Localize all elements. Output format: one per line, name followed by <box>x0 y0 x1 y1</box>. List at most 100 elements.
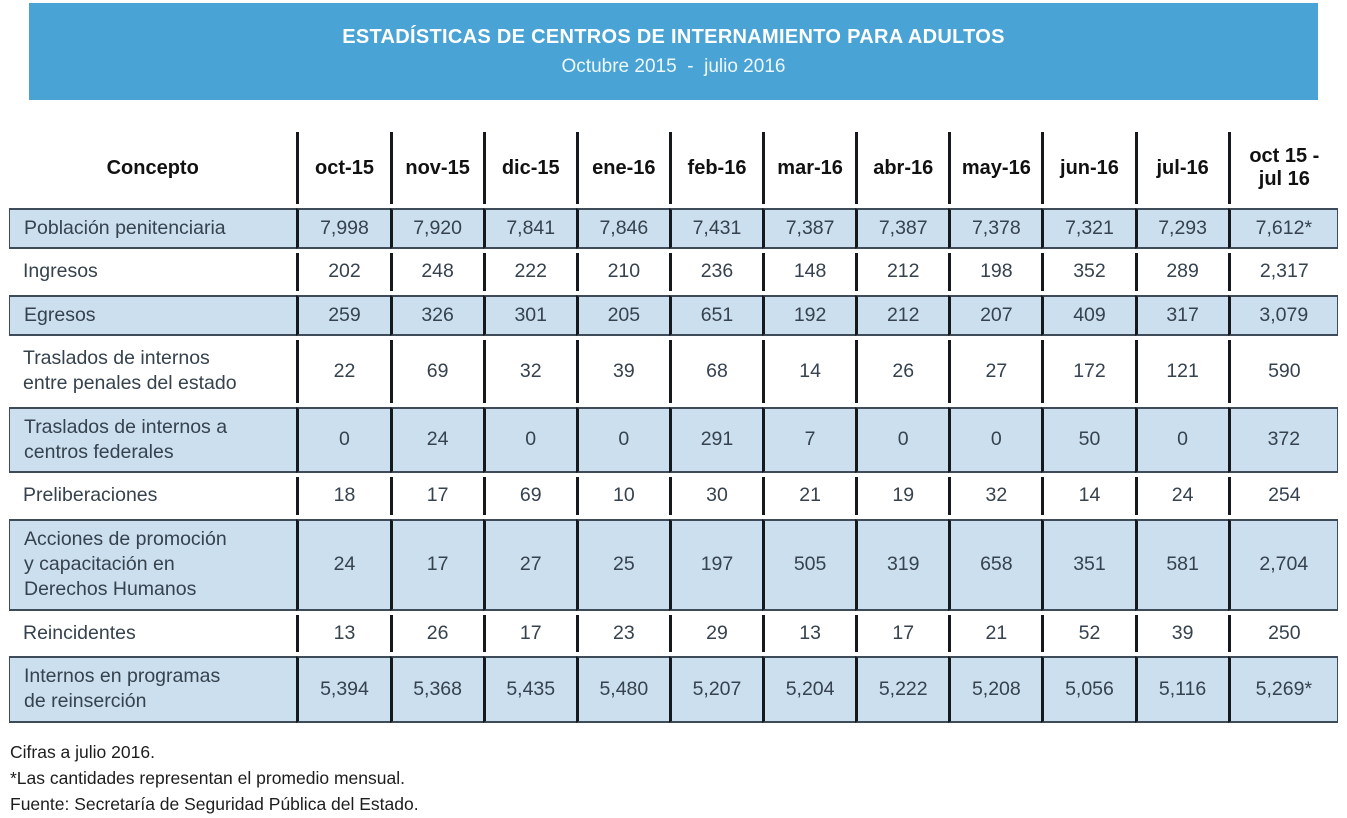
value-cell: 0 <box>948 406 1042 474</box>
value-cell: 17 <box>855 614 949 653</box>
value-cell: 5,480 <box>575 656 669 723</box>
value-cell: 21 <box>948 614 1042 653</box>
value-cell: 7,612* <box>1227 208 1338 250</box>
value-cell: 7,920 <box>389 208 483 250</box>
value-cell: 505 <box>762 518 856 611</box>
value-cell: 24 <box>296 518 390 611</box>
report-subtitle: Octubre 2015 - julio 2016 <box>561 55 786 77</box>
value-cell: 212 <box>855 294 949 337</box>
footnote-line: *Las cantidades representan el promedio … <box>10 768 405 789</box>
value-cell: 5,208 <box>948 656 1042 723</box>
column-header: jul-16 <box>1134 132 1228 204</box>
concept-cell: Población penitenciaria <box>9 208 297 250</box>
footnote-line: Cifras a julio 2016. <box>10 741 155 762</box>
value-cell: 7 <box>762 406 856 474</box>
value-cell: 326 <box>389 294 483 337</box>
column-header: may-16 <box>948 132 1042 204</box>
value-cell: 319 <box>855 518 949 611</box>
value-cell: 27 <box>948 340 1042 403</box>
value-cell: 289 <box>1134 253 1228 291</box>
column-header: dic-15 <box>482 132 576 204</box>
value-cell: 5,368 <box>389 656 483 723</box>
value-cell: 69 <box>482 477 576 515</box>
value-cell: 5,207 <box>668 656 763 723</box>
value-cell: 29 <box>668 614 763 653</box>
value-cell: 5,056 <box>1041 656 1135 723</box>
column-header: abr-16 <box>855 132 949 204</box>
column-header: mar-16 <box>762 132 856 204</box>
value-cell: 24 <box>389 406 483 474</box>
header-row: Concepto oct-15 nov-15 dic-15 ene-16 feb-16 m… <box>9 132 1338 204</box>
value-cell: 7,321 <box>1041 208 1135 250</box>
title-banner: ESTADÍSTICAS DE CENTROS DE INTERNAMIENTO… <box>29 3 1318 100</box>
value-cell: 30 <box>668 477 763 515</box>
value-cell: 198 <box>948 253 1042 291</box>
value-cell: 651 <box>668 294 763 337</box>
value-cell: 14 <box>1041 477 1135 515</box>
value-cell: 10 <box>575 477 669 515</box>
table-row: Internos en programas de reinserción 5,39… <box>9 656 1338 723</box>
value-cell: 7,841 <box>482 208 576 250</box>
value-cell: 222 <box>482 253 576 291</box>
value-cell: 17 <box>482 614 576 653</box>
value-cell: 22 <box>296 340 390 403</box>
concept-cell: Egresos <box>9 294 297 337</box>
value-cell: 0 <box>855 406 949 474</box>
value-cell: 17 <box>389 518 483 611</box>
value-cell: 0 <box>1134 406 1228 474</box>
value-cell: 212 <box>855 253 949 291</box>
concept-cell: Traslados de internos a centros federale… <box>9 406 297 474</box>
value-cell: 19 <box>855 477 949 515</box>
table-body: Población penitenciaria 7,998 7,920 7,841 7,… <box>9 208 1338 723</box>
value-cell: 18 <box>296 477 390 515</box>
column-header: jun-16 <box>1041 132 1135 204</box>
value-cell: 7,378 <box>948 208 1042 250</box>
value-cell: 7,998 <box>296 208 390 250</box>
value-cell: 259 <box>296 294 390 337</box>
concept-cell: Ingresos <box>9 253 297 291</box>
value-cell: 26 <box>389 614 483 653</box>
value-cell: 13 <box>296 614 390 653</box>
value-cell: 197 <box>668 518 763 611</box>
value-cell: 192 <box>762 294 856 337</box>
value-cell: 301 <box>482 294 576 337</box>
statistics-table-container: Concepto oct-15 nov-15 dic-15 ene-16 feb-16 m… <box>9 128 1338 727</box>
table-row: Reincidentes 13 26 17 23 29 13 17 21 52 39 250 <box>9 614 1338 653</box>
value-cell: 236 <box>668 253 763 291</box>
value-cell: 210 <box>575 253 669 291</box>
value-cell: 2,704 <box>1227 518 1338 611</box>
value-cell: 254 <box>1227 477 1338 515</box>
value-cell: 352 <box>1041 253 1135 291</box>
value-cell: 5,435 <box>482 656 576 723</box>
value-cell: 17 <box>389 477 483 515</box>
value-cell: 372 <box>1227 406 1338 474</box>
value-cell: 5,222 <box>855 656 949 723</box>
value-cell: 68 <box>668 340 763 403</box>
value-cell: 3,079 <box>1227 294 1338 337</box>
value-cell: 7,846 <box>575 208 669 250</box>
column-header: ene-16 <box>575 132 669 204</box>
report-title: ESTADÍSTICAS DE CENTROS DE INTERNAMIENTO… <box>342 25 1005 48</box>
value-cell: 69 <box>389 340 483 403</box>
table-row: Traslados de internos entre penales del … <box>9 340 1338 403</box>
table-row: Acciones de promoción y capacitación en … <box>9 518 1338 611</box>
value-cell: 207 <box>948 294 1042 337</box>
value-cell: 52 <box>1041 614 1135 653</box>
value-cell: 5,116 <box>1134 656 1228 723</box>
value-cell: 121 <box>1134 340 1228 403</box>
statistics-table: Concepto oct-15 nov-15 dic-15 ene-16 feb-16 m… <box>9 128 1338 727</box>
value-cell: 7,387 <box>855 208 949 250</box>
value-cell: 13 <box>762 614 856 653</box>
value-cell: 590 <box>1227 340 1338 403</box>
value-cell: 205 <box>575 294 669 337</box>
value-cell: 250 <box>1227 614 1338 653</box>
value-cell: 24 <box>1134 477 1228 515</box>
value-cell: 172 <box>1041 340 1135 403</box>
value-cell: 25 <box>575 518 669 611</box>
concept-cell: Reincidentes <box>9 614 297 653</box>
concept-cell: Preliberaciones <box>9 477 297 515</box>
value-cell: 50 <box>1041 406 1135 474</box>
value-cell: 317 <box>1134 294 1228 337</box>
value-cell: 39 <box>1134 614 1228 653</box>
value-cell: 26 <box>855 340 949 403</box>
